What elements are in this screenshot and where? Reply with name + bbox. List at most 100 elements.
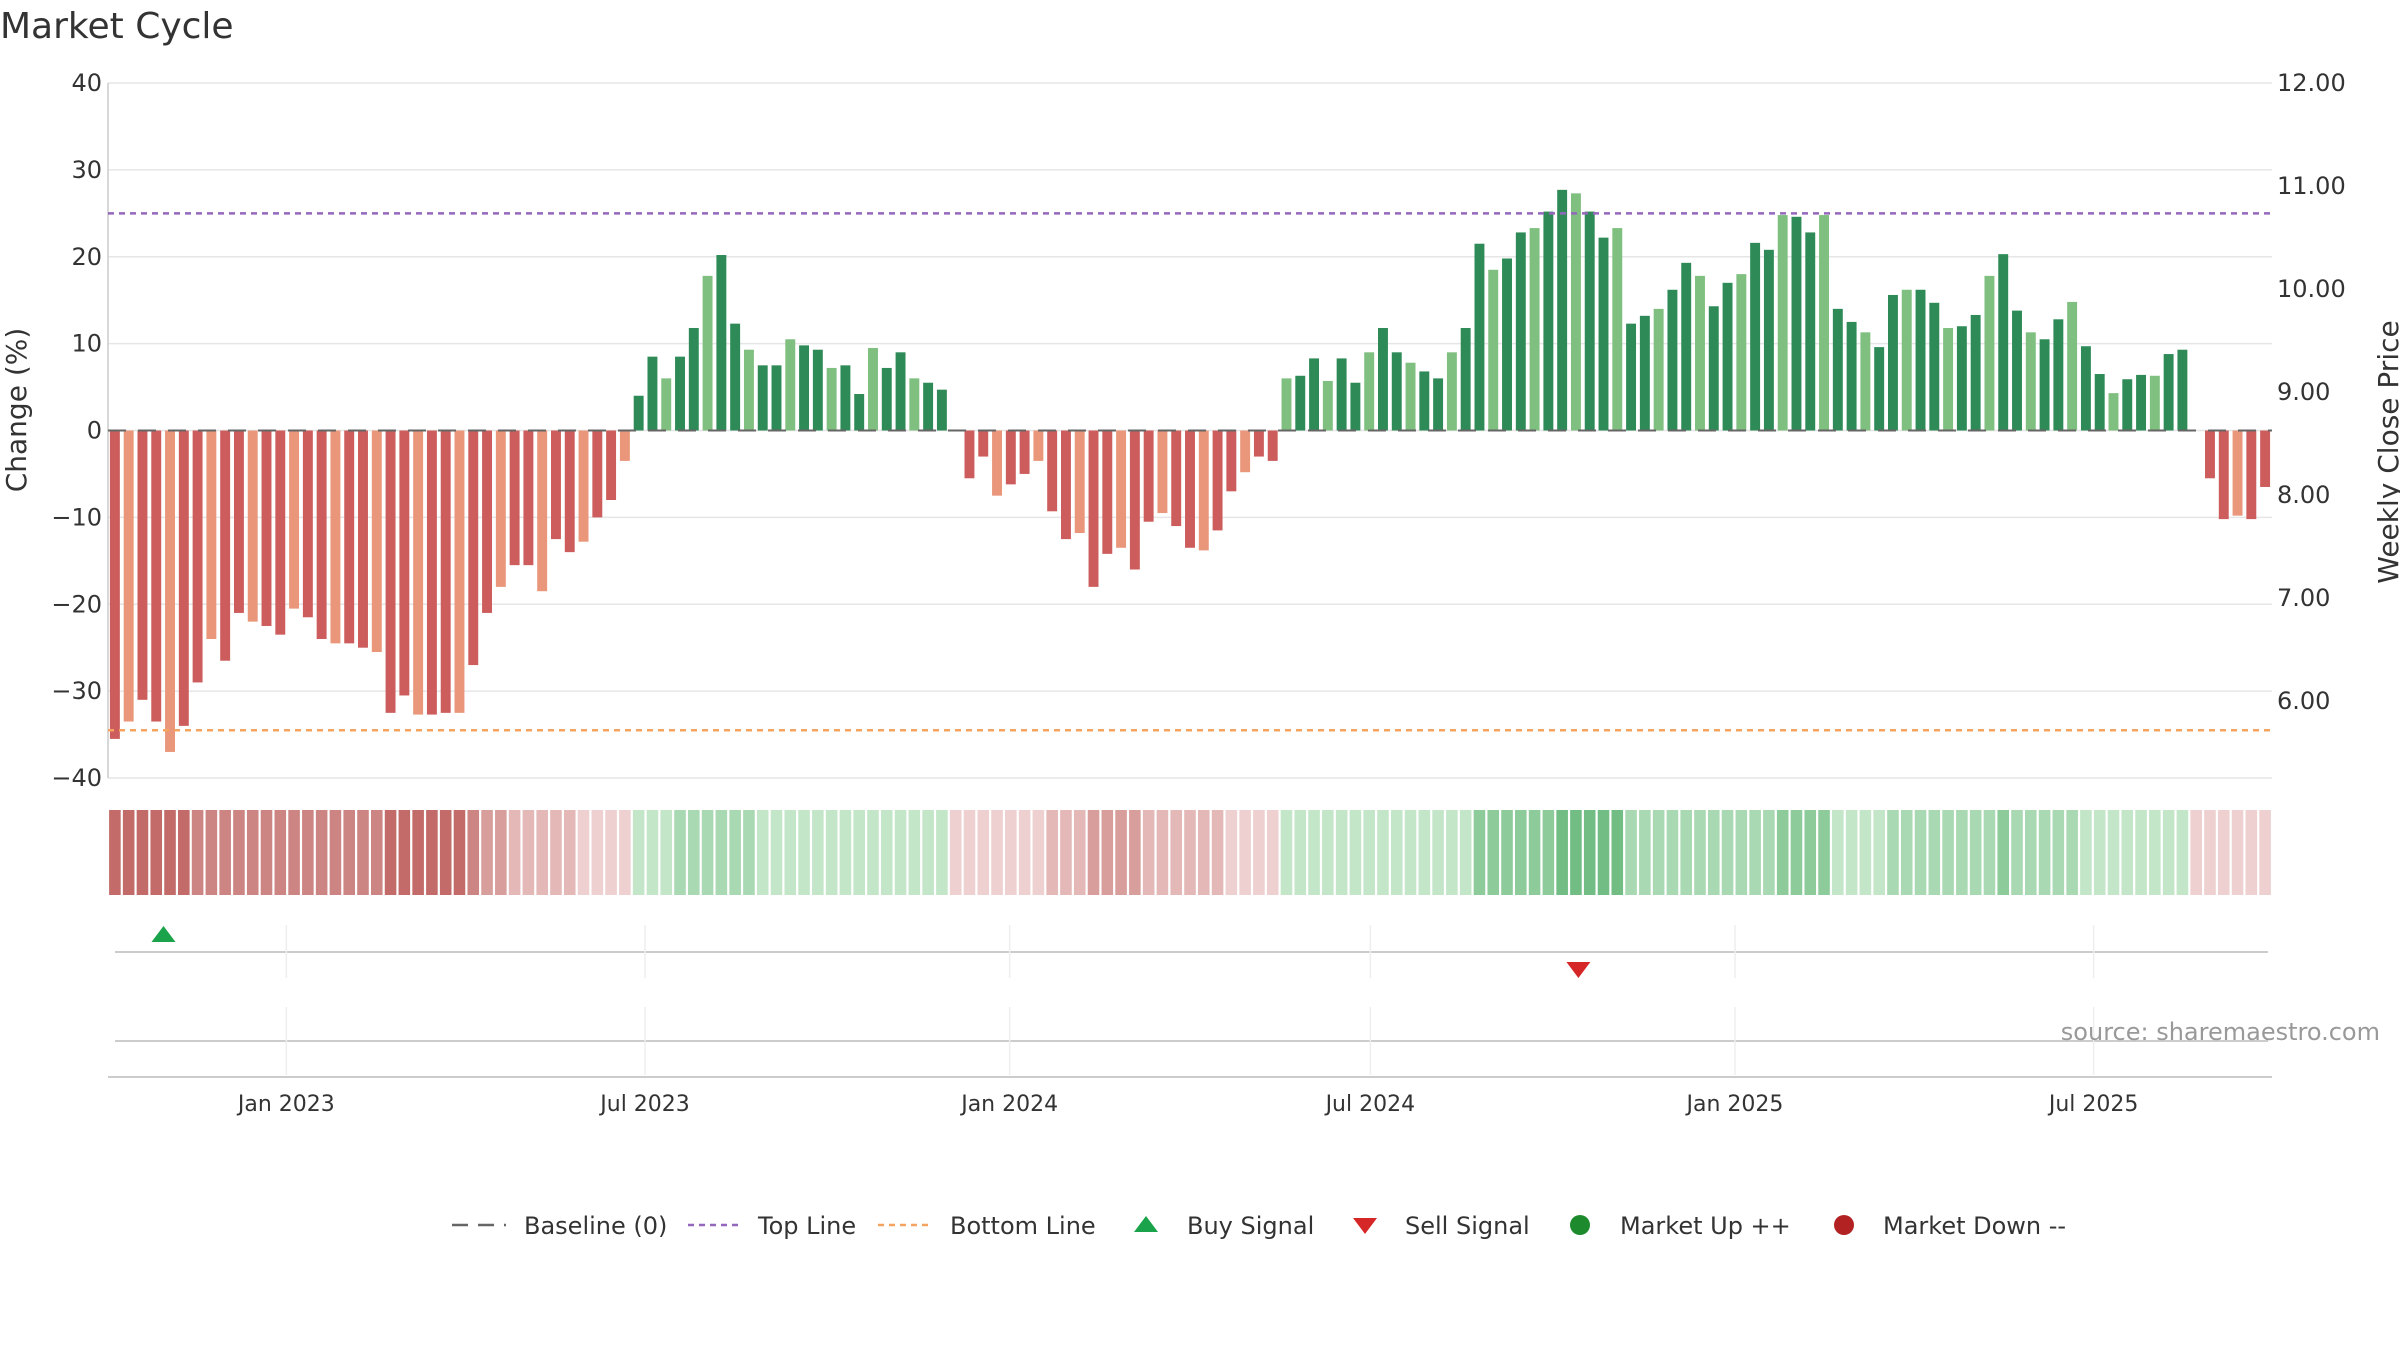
y-tick-label: 0: [87, 417, 102, 445]
legend-label: Market Up ++: [1620, 1212, 1791, 1240]
bar: [1984, 275, 1995, 431]
band-cell: [2176, 810, 2189, 895]
bar: [1212, 430, 1223, 531]
legend-item-buy: Buy Signal: [1134, 1212, 1314, 1240]
band-cell: [302, 810, 314, 895]
band-cell: [136, 810, 149, 895]
bar: [1488, 269, 1499, 431]
band-cell: [949, 810, 962, 895]
bar: [358, 430, 368, 648]
bar: [523, 430, 534, 566]
bar: [675, 356, 685, 431]
sell-signal-marker: [1566, 962, 1591, 978]
band-cell: [674, 810, 686, 895]
source-note: source: sharemaestro.com: [2061, 1018, 2380, 1046]
bar: [192, 430, 203, 683]
bar: [909, 378, 920, 431]
band-cell: [109, 810, 121, 895]
bar: [1474, 243, 1485, 431]
legend-label: Sell Signal: [1405, 1212, 1530, 1240]
bar: [1543, 211, 1554, 431]
bar: [1722, 282, 1733, 431]
band-cell: [178, 810, 190, 895]
band-cell: [1101, 810, 1114, 895]
bar: [2232, 430, 2243, 516]
bar: [785, 339, 796, 431]
bar: [1088, 430, 1099, 587]
band-cell: [715, 810, 728, 895]
bar: [1887, 294, 1898, 431]
band-cell: [1707, 810, 1720, 895]
bar: [247, 430, 258, 622]
bar: [1005, 430, 1016, 485]
y-tick-label: −40: [51, 764, 102, 792]
band-cell: [646, 810, 659, 895]
trend-band: [109, 810, 2271, 895]
band-cell: [1197, 810, 1210, 895]
band-cell: [1473, 810, 1486, 895]
bar: [1074, 430, 1085, 534]
bar: [936, 389, 947, 431]
bar: [1281, 378, 1292, 431]
legend-label: Top Line: [757, 1212, 856, 1240]
bar: [1405, 362, 1416, 431]
bar: [1874, 347, 1885, 431]
bar: [426, 430, 437, 715]
band-cell: [1983, 810, 1996, 895]
band-cell: [343, 810, 355, 895]
band-cell: [1721, 810, 1734, 895]
x-tick-label: Jul 2024: [1324, 1092, 1416, 1117]
bar: [1860, 332, 1871, 431]
band-cell: [2066, 810, 2078, 895]
y2-tick-label: 11.00: [2277, 172, 2346, 200]
bar: [1626, 323, 1637, 431]
bar: [578, 430, 589, 542]
band-cell: [1597, 810, 1610, 895]
bar: [619, 430, 630, 461]
bar: [1763, 249, 1774, 431]
y-tick-label: 10: [71, 330, 102, 358]
bar: [1598, 237, 1609, 431]
bar: [1805, 232, 1816, 431]
bar: [1915, 289, 1926, 431]
bar: [1956, 326, 1967, 431]
bar: [688, 327, 699, 431]
bar: [1102, 430, 1113, 554]
bar: [1777, 215, 1788, 431]
bar: [1819, 215, 1830, 431]
band-cell: [1390, 810, 1403, 895]
bar: [647, 356, 658, 431]
band-cell: [770, 810, 783, 895]
legend: Baseline (0) Top Line Bottom Line Buy Signa…: [452, 1212, 2066, 1240]
bar: [1129, 430, 1140, 570]
band-cell: [756, 810, 769, 895]
band-cell: [357, 810, 369, 895]
band-cell: [908, 810, 921, 895]
band-cell: [1680, 810, 1692, 895]
bar: [440, 430, 451, 713]
band-cell: [1377, 810, 1389, 895]
y-tick-label: 40: [71, 69, 102, 97]
bar: [178, 430, 189, 726]
band-cell: [508, 810, 521, 895]
bar: [1198, 430, 1209, 551]
bar: [109, 430, 120, 739]
band-cell: [1542, 810, 1555, 895]
band-cell: [384, 810, 397, 895]
band-cell: [1887, 810, 1899, 895]
bar: [1322, 380, 1333, 431]
legend-label: Market Down --: [1883, 1212, 2066, 1240]
bar: [633, 395, 644, 431]
band-cell: [1639, 810, 1651, 895]
bar: [316, 430, 327, 639]
bar: [1970, 314, 1981, 431]
band-cell: [812, 810, 824, 895]
band-cell: [798, 810, 810, 895]
band-cell: [1611, 810, 1624, 895]
band-cell: [1404, 810, 1417, 895]
bar: [771, 365, 782, 431]
band-cell: [1859, 810, 1872, 895]
bar: [1295, 375, 1306, 431]
bar: [151, 430, 162, 722]
